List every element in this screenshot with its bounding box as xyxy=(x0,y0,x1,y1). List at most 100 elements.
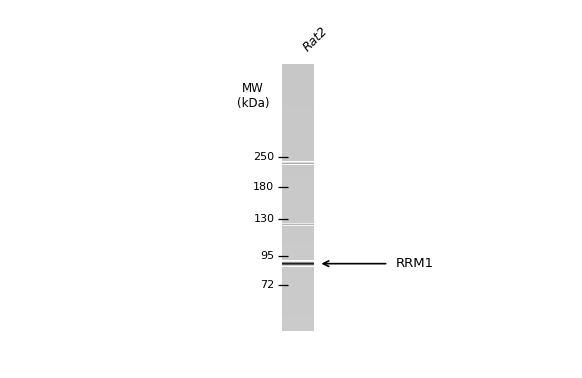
Bar xyxy=(282,275,314,276)
Text: 95: 95 xyxy=(260,251,274,261)
Bar xyxy=(282,113,314,115)
Text: MW
(kDa): MW (kDa) xyxy=(237,82,269,110)
Bar xyxy=(282,301,314,303)
Bar xyxy=(282,179,314,180)
Bar xyxy=(282,90,314,91)
Bar xyxy=(282,304,314,305)
Bar xyxy=(282,231,314,232)
Bar xyxy=(282,266,314,268)
Bar xyxy=(282,228,314,229)
Bar xyxy=(282,199,314,200)
Bar xyxy=(282,280,314,281)
Bar xyxy=(282,105,314,107)
Bar xyxy=(282,120,314,122)
Bar xyxy=(282,148,314,150)
Bar xyxy=(282,83,314,84)
Text: RRM1: RRM1 xyxy=(395,257,434,270)
Text: Rat2: Rat2 xyxy=(300,24,331,54)
Bar xyxy=(282,204,314,205)
Bar xyxy=(282,235,314,236)
Bar xyxy=(282,243,314,244)
Bar xyxy=(282,296,314,297)
Bar xyxy=(282,215,314,216)
Bar xyxy=(282,263,314,264)
Bar xyxy=(282,153,314,155)
Bar xyxy=(282,214,314,215)
Bar xyxy=(282,293,314,294)
Bar xyxy=(282,121,314,123)
Bar xyxy=(282,92,314,94)
Text: 180: 180 xyxy=(253,181,274,192)
Text: 250: 250 xyxy=(253,152,274,163)
Bar xyxy=(282,66,314,67)
Bar xyxy=(282,95,314,96)
Bar xyxy=(282,256,314,257)
Bar xyxy=(282,308,314,309)
Bar xyxy=(282,240,314,242)
Bar xyxy=(282,216,314,217)
Bar xyxy=(282,272,314,273)
Bar xyxy=(282,68,314,70)
Bar xyxy=(282,328,314,329)
Bar xyxy=(282,322,314,324)
Bar xyxy=(282,195,314,196)
Bar xyxy=(282,316,314,317)
Bar xyxy=(282,203,314,204)
Bar xyxy=(282,85,314,87)
Bar xyxy=(282,309,314,311)
Bar xyxy=(282,71,314,72)
Bar xyxy=(282,271,314,272)
Bar xyxy=(282,136,314,138)
Bar xyxy=(282,189,314,191)
Bar xyxy=(282,288,314,289)
Bar xyxy=(282,217,314,219)
Bar xyxy=(282,167,314,168)
Bar xyxy=(282,151,314,152)
Bar xyxy=(282,292,314,293)
Bar xyxy=(282,146,314,147)
Bar xyxy=(282,294,314,296)
Bar xyxy=(282,251,314,252)
Bar xyxy=(282,133,314,135)
Bar xyxy=(282,312,314,313)
Bar xyxy=(282,283,314,284)
Bar xyxy=(282,188,314,189)
Bar xyxy=(282,155,314,156)
Bar xyxy=(282,76,314,77)
Bar xyxy=(282,177,314,179)
Bar xyxy=(282,172,314,174)
Bar xyxy=(282,233,314,235)
Bar xyxy=(282,110,314,111)
Bar xyxy=(282,253,314,255)
Bar xyxy=(282,111,314,112)
Bar xyxy=(282,305,314,307)
Bar xyxy=(282,138,314,139)
Bar xyxy=(282,176,314,177)
Bar xyxy=(282,74,314,75)
Bar xyxy=(282,220,314,222)
Bar xyxy=(282,291,314,292)
Bar xyxy=(282,192,314,194)
Bar xyxy=(282,161,314,163)
Bar xyxy=(282,93,314,95)
Bar xyxy=(282,242,314,243)
Bar xyxy=(282,237,314,239)
Bar xyxy=(282,317,314,319)
Bar xyxy=(282,116,314,118)
Bar xyxy=(282,140,314,141)
Bar xyxy=(282,248,314,249)
Bar xyxy=(282,314,314,316)
Bar xyxy=(282,194,314,195)
Bar xyxy=(282,252,314,253)
Bar xyxy=(282,169,314,171)
Bar xyxy=(282,329,314,331)
Bar xyxy=(282,159,314,160)
Bar xyxy=(282,96,314,98)
Bar xyxy=(282,130,314,131)
Bar xyxy=(282,181,314,183)
Bar xyxy=(282,268,314,270)
Bar xyxy=(282,108,314,110)
Bar xyxy=(282,168,314,169)
Bar xyxy=(282,72,314,74)
Bar xyxy=(282,144,314,146)
